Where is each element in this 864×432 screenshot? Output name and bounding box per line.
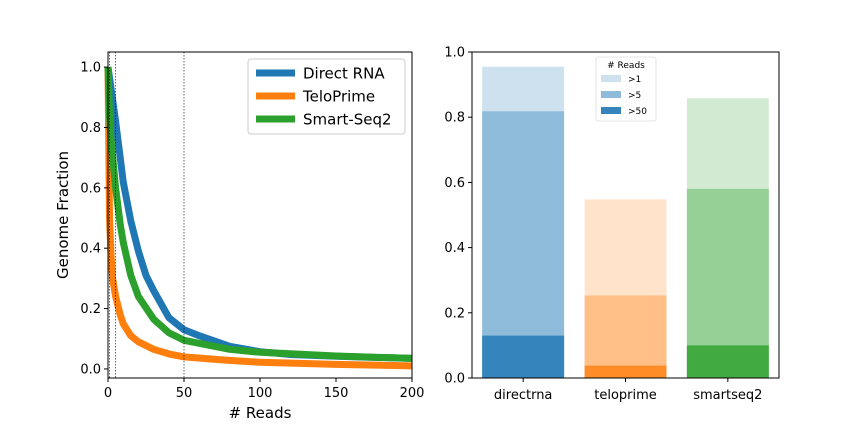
bar-legend-swatch <box>601 91 621 98</box>
y-tick-label: 1.0 <box>444 46 465 61</box>
x-tick-label: 0 <box>104 386 112 401</box>
bar-directrna-gt5 <box>482 111 565 379</box>
y-tick-label: 0.6 <box>80 181 101 196</box>
y-tick-label: 0.8 <box>444 111 465 126</box>
legend-label: Direct RNA <box>303 65 385 83</box>
y-tick-label: 0.8 <box>80 121 101 136</box>
y-tick-label: 0.4 <box>444 241 465 256</box>
line-chart-x-ticks: 0 50 100 150 200 <box>104 378 425 401</box>
category-label: teloprime <box>594 388 657 403</box>
reference-vlines <box>109 52 185 378</box>
bar-legend-title: # Reads <box>607 61 645 71</box>
bar-directrna-gt50 <box>482 335 565 378</box>
y-tick-label: 0.0 <box>444 372 465 387</box>
y-tick-label: 0.2 <box>80 302 101 317</box>
bar-legend-swatch <box>601 107 621 114</box>
bar-chart-y-ticks: 0.0 0.2 0.4 0.6 0.8 1.0 <box>444 46 472 387</box>
bar-chart-x-ticks: directrna teloprime smartseq2 <box>494 378 762 403</box>
line-series-group <box>104 66 413 370</box>
bar-teloprime-gt50 <box>584 365 667 378</box>
bar-smartseq2-gt50 <box>686 345 769 378</box>
y-tick-label: 0.2 <box>444 306 465 321</box>
line-chart-y-ticks: 0.0 0.2 0.4 0.6 0.8 1.0 <box>80 61 108 377</box>
bar-chart-legend: # Reads >1 >5 >50 <box>595 56 657 122</box>
line-chart-x-label: # Reads <box>229 404 292 422</box>
bar-legend-label: >1 <box>628 75 641 85</box>
x-tick-label: 200 <box>400 386 425 401</box>
x-tick-label: 100 <box>248 386 273 401</box>
line-chart-legend: Direct RNA TeloPrime Smart-Seq2 <box>247 58 406 135</box>
bar-legend-label: >5 <box>628 91 641 101</box>
line-legend-box <box>247 58 406 135</box>
bar-teloprime-gt5 <box>584 295 667 378</box>
bar-legend-swatch <box>601 75 621 82</box>
x-tick-label: 50 <box>176 386 193 401</box>
y-tick-label: 0.0 <box>80 362 101 377</box>
category-label: smartseq2 <box>693 388 762 403</box>
line-chart-panel: 0 50 100 150 200 0.00.20.40.60.81.0 # Reads … <box>54 51 425 422</box>
y-tick-label: 0.6 <box>444 176 465 191</box>
line-chart-y-label: Genome Fraction <box>54 151 72 279</box>
y-tick-label: 0.4 <box>80 242 101 257</box>
legend-label: TeloPrime <box>302 88 375 106</box>
bar-chart-panel: directrna teloprime smartseq2 0.0 0.2 0.4 0.6… <box>444 46 780 403</box>
bar-legend-label: >50 <box>628 107 647 117</box>
bar-group <box>482 66 769 379</box>
series-line-teloprime <box>104 67 413 370</box>
y-tick-label: 1.0 <box>80 61 101 76</box>
bar-legend-box <box>595 56 657 122</box>
legend-label: Smart-Seq2 <box>303 111 392 129</box>
x-tick-label: 150 <box>324 386 349 401</box>
series-line-smart-seq2 <box>104 66 413 362</box>
category-label: directrna <box>494 388 553 403</box>
